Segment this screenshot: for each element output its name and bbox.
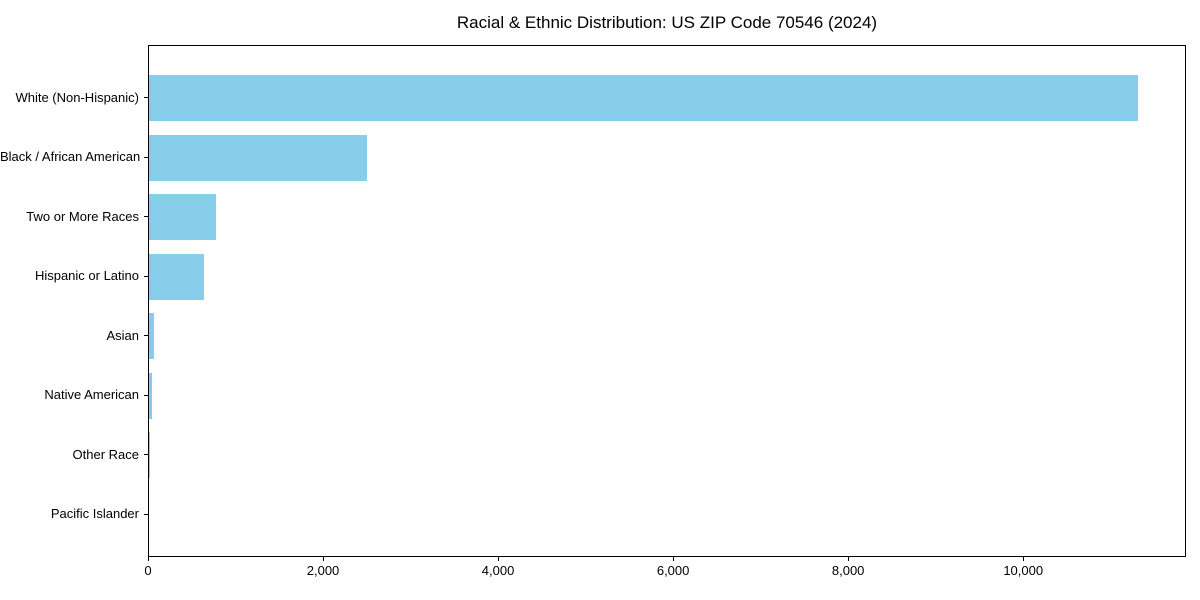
y-axis-label-hispanic-or-latino: Hispanic or Latino — [34, 268, 139, 283]
bar-native-american — [149, 372, 153, 419]
x-tick-label: 0 — [144, 563, 152, 578]
x-tick — [848, 557, 850, 561]
y-tick — [144, 335, 148, 336]
y-axis-label-white-non-hispanic: White (Non-Hispanic) — [15, 89, 139, 105]
bar-hispanic-or-latino — [149, 253, 204, 300]
y-axis-label-pacific-islander: Pacific Islander — [50, 506, 139, 521]
x-tick — [673, 557, 675, 561]
y-axis-label-asian: Asian — [106, 327, 139, 343]
x-tick-label: 10,000 — [1003, 563, 1044, 578]
y-tick — [144, 216, 148, 217]
y-tick — [144, 454, 148, 455]
x-tick — [498, 557, 500, 561]
x-tick-label: 2,000 — [306, 563, 340, 578]
y-axis-label-black-african-american: Black / African American — [0, 149, 141, 164]
x-tick-label: 8,000 — [831, 563, 865, 578]
y-tick — [144, 513, 148, 515]
x-tick — [323, 557, 325, 561]
bar-white-non-hispanic — [149, 75, 1138, 121]
y-tick — [144, 394, 148, 396]
x-tick-label: 4,000 — [481, 563, 515, 578]
x-tick — [1023, 557, 1025, 561]
x-tick-label: 6,000 — [656, 563, 690, 578]
y-axis-label-native-american: Native American — [44, 387, 139, 402]
x-tick — [148, 557, 149, 561]
bar-asian — [149, 313, 155, 359]
y-axis-label-other-race: Other Race — [72, 446, 139, 462]
chart-title: Racial & Ethnic Distribution: US ZIP Cod… — [456, 13, 878, 32]
plot-area — [148, 45, 1186, 557]
bar-black-african-american — [149, 134, 367, 181]
bar-other-race — [149, 432, 150, 478]
y-tick — [144, 275, 148, 277]
y-axis-label-two-or-more-races: Two or More Races — [26, 208, 139, 224]
y-tick — [144, 156, 148, 158]
y-tick — [144, 97, 148, 98]
bar-two-or-more-races — [149, 194, 216, 240]
